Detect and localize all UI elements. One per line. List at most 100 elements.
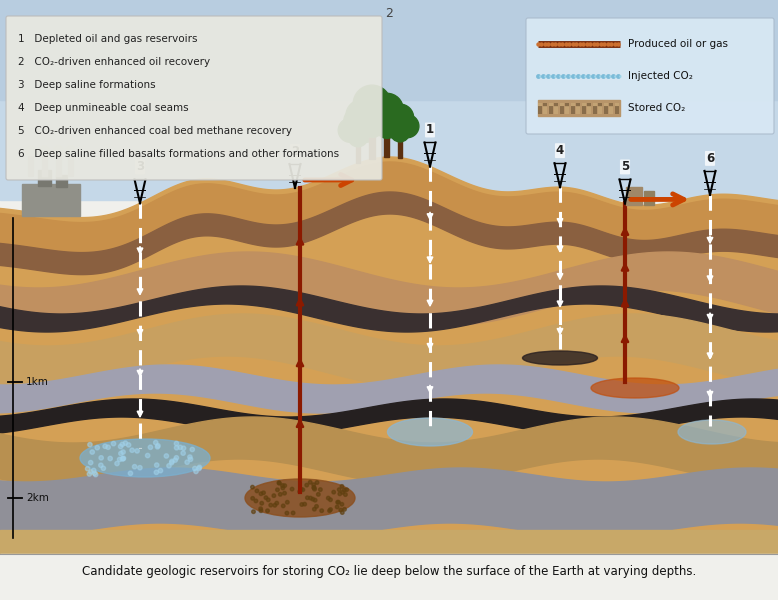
Text: 2   CO₂-driven enhanced oil recovery: 2 CO₂-driven enhanced oil recovery [18, 57, 210, 67]
Text: 2: 2 [291, 145, 299, 158]
Text: 3   Deep saline formations: 3 Deep saline formations [18, 80, 156, 90]
Circle shape [338, 118, 363, 142]
Circle shape [26, 146, 36, 156]
Circle shape [371, 94, 403, 126]
Text: 4   Deep unmineable coal seams: 4 Deep unmineable coal seams [18, 103, 188, 113]
Circle shape [312, 486, 316, 490]
Circle shape [255, 489, 259, 493]
Circle shape [315, 481, 319, 484]
Bar [644, 191, 654, 205]
Polygon shape [0, 162, 778, 253]
Circle shape [382, 106, 409, 133]
Circle shape [164, 454, 169, 458]
Circle shape [135, 449, 139, 453]
Circle shape [282, 491, 286, 495]
Circle shape [282, 504, 285, 508]
Circle shape [281, 486, 285, 490]
Circle shape [111, 442, 116, 446]
Circle shape [153, 440, 158, 445]
Circle shape [266, 509, 269, 512]
Circle shape [396, 115, 419, 138]
Circle shape [314, 499, 317, 502]
Circle shape [300, 487, 303, 491]
Bar [0, 530, 778, 600]
Circle shape [174, 455, 179, 460]
Circle shape [260, 502, 264, 505]
Circle shape [185, 460, 189, 464]
Circle shape [327, 496, 330, 500]
Circle shape [277, 481, 281, 485]
Circle shape [93, 472, 98, 477]
Circle shape [341, 511, 344, 514]
Circle shape [101, 466, 106, 470]
Circle shape [254, 499, 258, 503]
Bar [42, 156, 47, 176]
Circle shape [329, 508, 332, 511]
Circle shape [285, 511, 289, 515]
Circle shape [341, 491, 345, 494]
Circle shape [118, 444, 123, 449]
Circle shape [290, 487, 294, 491]
FancyBboxPatch shape [6, 16, 382, 180]
Circle shape [65, 146, 75, 156]
Circle shape [145, 454, 150, 458]
Bar [398, 139, 402, 158]
Circle shape [387, 104, 414, 131]
Circle shape [154, 470, 159, 475]
Circle shape [149, 445, 152, 449]
Circle shape [174, 446, 179, 450]
Text: 6   Deep saline filled basalts formations and other formations: 6 Deep saline filled basalts formations … [18, 149, 339, 159]
Circle shape [273, 503, 277, 507]
Polygon shape [0, 365, 778, 413]
Circle shape [88, 442, 92, 447]
Polygon shape [0, 192, 778, 275]
Circle shape [353, 85, 391, 123]
Circle shape [305, 484, 309, 487]
Text: 6: 6 [706, 152, 714, 165]
Circle shape [366, 100, 398, 131]
Polygon shape [0, 252, 778, 326]
Ellipse shape [80, 439, 210, 477]
Circle shape [339, 508, 342, 512]
Circle shape [190, 447, 194, 452]
Bar [356, 143, 360, 163]
Bar [538, 100, 620, 116]
Circle shape [337, 500, 340, 504]
Circle shape [252, 510, 255, 514]
Circle shape [286, 500, 289, 504]
Circle shape [130, 448, 135, 452]
Polygon shape [0, 286, 778, 332]
Circle shape [306, 496, 309, 500]
Polygon shape [0, 399, 778, 435]
Polygon shape [0, 468, 778, 537]
Ellipse shape [591, 378, 679, 398]
Circle shape [336, 500, 339, 504]
Circle shape [313, 508, 316, 511]
Circle shape [178, 445, 182, 449]
Circle shape [264, 496, 268, 499]
Circle shape [103, 444, 107, 449]
Ellipse shape [523, 351, 598, 365]
Circle shape [132, 464, 137, 469]
Text: 5   CO₂-driven enhanced coal bed methane recovery: 5 CO₂-driven enhanced coal bed methane r… [18, 126, 292, 136]
Text: Injected CO₂: Injected CO₂ [628, 71, 693, 81]
Circle shape [117, 457, 122, 461]
Text: Stored CO₂: Stored CO₂ [628, 103, 685, 113]
Bar [0, 0, 778, 200]
Circle shape [92, 468, 96, 473]
Circle shape [106, 445, 110, 449]
Circle shape [338, 492, 342, 496]
Circle shape [128, 471, 132, 476]
Circle shape [99, 455, 103, 460]
Text: Candidate geologic reservoirs for storing CO₂ lie deep below the surface of the : Candidate geologic reservoirs for storin… [82, 565, 696, 577]
Circle shape [278, 481, 281, 485]
Bar [626, 187, 642, 205]
Circle shape [283, 484, 286, 487]
Circle shape [311, 497, 314, 501]
Circle shape [86, 467, 89, 471]
Circle shape [281, 484, 284, 487]
Circle shape [359, 111, 385, 137]
Bar [0, 0, 778, 100]
Bar [22, 184, 80, 216]
Circle shape [313, 487, 317, 491]
